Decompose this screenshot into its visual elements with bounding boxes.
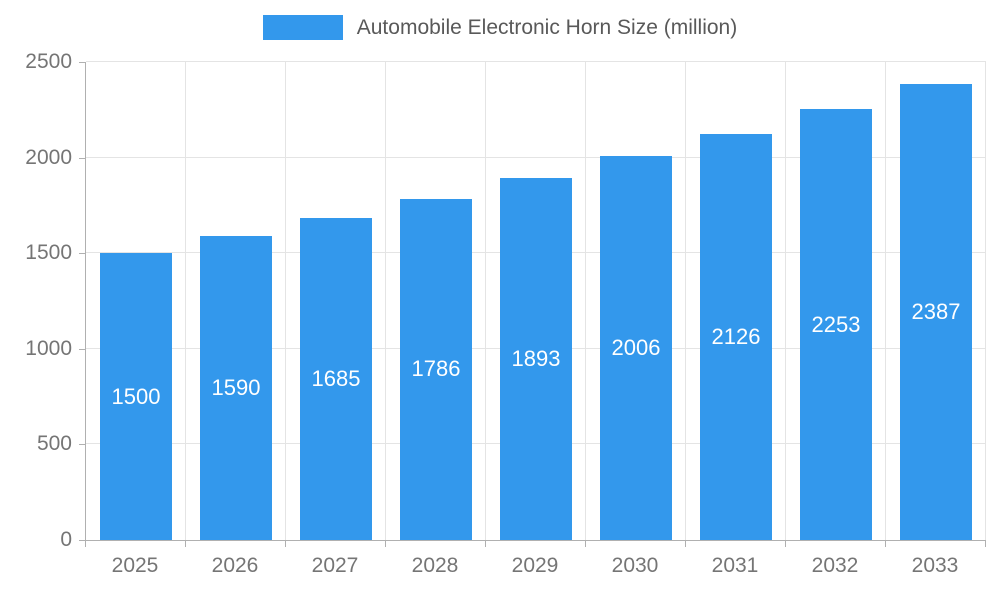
bar: 1685 [300, 217, 372, 540]
x-tick-label: 2029 [511, 554, 559, 577]
bar: 2006 [600, 156, 672, 540]
x-tick-label: 2027 [311, 554, 359, 577]
v-gridline [385, 62, 386, 540]
v-gridline [985, 62, 986, 540]
x-tick-label: 2033 [911, 554, 959, 577]
bar-value-label: 1786 [411, 356, 461, 382]
plot-area: 1500 1590 1685 1786 1893 2006 2126 2253 2387 [85, 61, 986, 541]
x-tick-mark [685, 541, 686, 547]
bar-value-label: 1893 [511, 346, 561, 372]
y-tick-mark [79, 540, 85, 541]
y-tick-mark [79, 253, 85, 255]
x-tick-mark [85, 541, 86, 547]
y-tick-label: 0 [60, 528, 72, 551]
x-tick-mark [585, 541, 586, 547]
y-tick-label: 1500 [25, 241, 72, 265]
x-tick-mark [285, 541, 286, 547]
bar-value-label: 1685 [311, 365, 361, 391]
bar: 1500 [100, 253, 172, 540]
bar-value-label: 1500 [111, 383, 161, 409]
v-gridline [685, 62, 686, 540]
y-tick-label: 2000 [25, 145, 72, 169]
v-gridline [485, 62, 486, 540]
bar-value-label: 2126 [711, 323, 761, 349]
x-tick-label: 2025 [111, 554, 159, 577]
bar-value-label: 2387 [911, 298, 961, 324]
bar-value-label: 1590 [211, 375, 261, 400]
x-tick-label: 2028 [411, 554, 459, 577]
h-gridline [86, 156, 986, 158]
x-axis-labels: 2025 2026 2027 2028 2029 2030 2031 2032 2033 [85, 554, 985, 584]
y-tick-label: 500 [36, 432, 72, 456]
h-gridline [86, 61, 986, 62]
bar-value-label: 2253 [811, 311, 861, 337]
x-tick-label: 2026 [211, 554, 259, 577]
x-tick-mark [985, 541, 986, 547]
x-tick-mark [385, 541, 386, 547]
x-tick-label: 2032 [811, 554, 859, 577]
y-tick-mark [79, 444, 85, 446]
bar: 1893 [500, 178, 572, 540]
bar: 1786 [400, 198, 472, 540]
bar: 2126 [700, 133, 772, 540]
x-tick-mark [885, 541, 886, 547]
v-gridline [885, 62, 886, 540]
y-tick-mark [79, 157, 85, 159]
bar: 2387 [900, 83, 972, 540]
x-tick-label: 2031 [711, 554, 759, 577]
legend-label: Automobile Electronic Horn Size (million… [356, 15, 738, 39]
bar: 2253 [800, 109, 872, 540]
v-gridline [285, 62, 286, 540]
v-gridline [185, 62, 186, 540]
x-tick-label: 2030 [611, 554, 659, 577]
bar-value-label: 2006 [611, 335, 661, 361]
x-tick-mark [485, 541, 486, 547]
y-tick-label: 2500 [25, 50, 72, 73]
v-gridline [585, 62, 586, 540]
y-tick-label: 1000 [25, 336, 72, 360]
legend: Automobile Electronic Horn Size (million… [0, 15, 1000, 40]
v-gridline [785, 62, 786, 540]
y-tick-mark [79, 348, 85, 350]
legend-swatch [262, 15, 343, 40]
bar: 1590 [200, 236, 272, 540]
x-tick-mark [785, 541, 786, 547]
x-tick-mark [185, 541, 186, 547]
y-tick-mark [79, 62, 85, 63]
